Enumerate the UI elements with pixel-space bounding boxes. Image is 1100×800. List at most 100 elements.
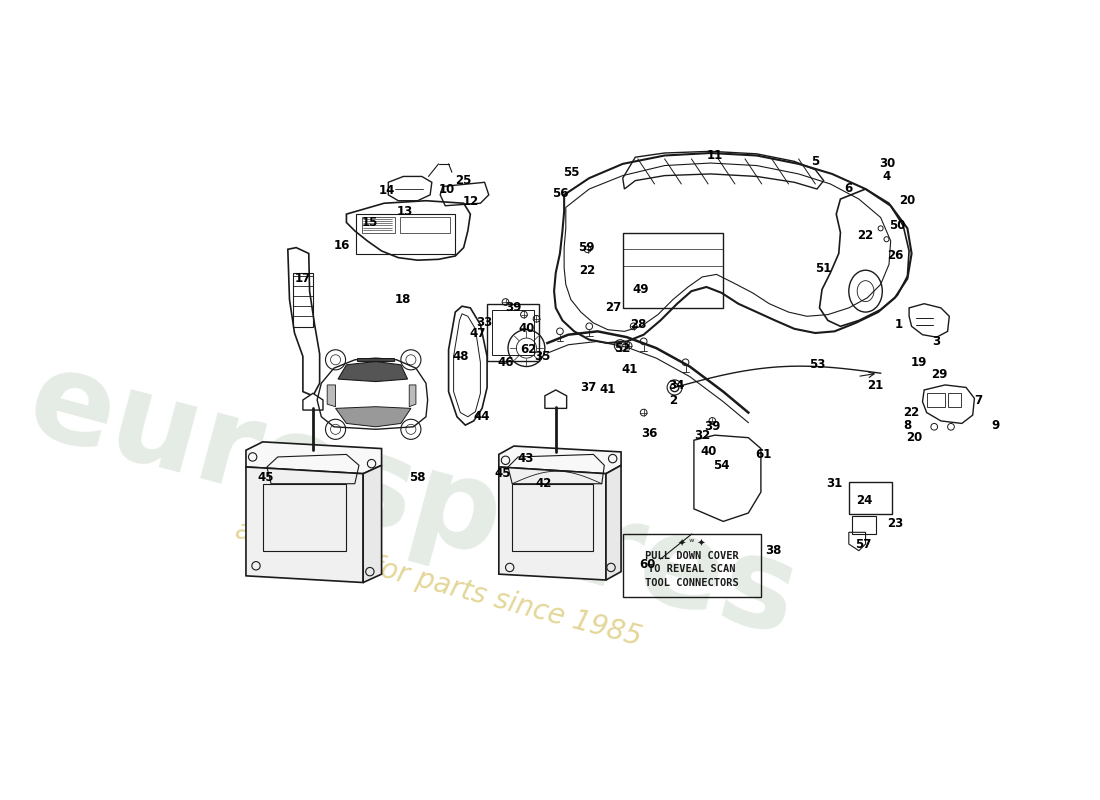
- Text: 35: 35: [535, 350, 550, 363]
- Text: 54: 54: [713, 459, 729, 472]
- Polygon shape: [409, 385, 416, 406]
- Text: 59: 59: [579, 241, 595, 254]
- Text: 40: 40: [700, 446, 716, 458]
- Text: TOOL CONNECTORS: TOOL CONNECTORS: [645, 578, 739, 587]
- Text: 31: 31: [826, 478, 843, 490]
- Text: 24: 24: [856, 494, 872, 507]
- Text: 23: 23: [887, 518, 903, 530]
- Bar: [400, 218, 450, 233]
- Text: 48: 48: [452, 350, 469, 363]
- Text: 5: 5: [811, 155, 819, 168]
- Text: 26: 26: [888, 250, 904, 262]
- Polygon shape: [363, 466, 382, 582]
- Text: 4: 4: [882, 170, 891, 183]
- Text: 46: 46: [497, 356, 514, 369]
- Bar: [358, 358, 394, 362]
- Polygon shape: [606, 466, 621, 580]
- Polygon shape: [327, 385, 336, 406]
- Text: 50: 50: [889, 219, 905, 232]
- Text: 21: 21: [868, 379, 883, 392]
- Polygon shape: [498, 467, 606, 580]
- Text: 9: 9: [991, 418, 1000, 432]
- Text: 60: 60: [640, 558, 656, 571]
- Text: 45: 45: [257, 470, 274, 483]
- Text: 27: 27: [605, 302, 621, 314]
- Text: 14: 14: [378, 184, 395, 197]
- Text: 51: 51: [815, 262, 830, 275]
- Text: 29: 29: [931, 368, 947, 382]
- Text: 10: 10: [439, 182, 455, 195]
- Bar: [623, 534, 761, 597]
- Bar: [492, 310, 534, 354]
- Text: 2: 2: [669, 394, 676, 406]
- Text: 39: 39: [505, 302, 521, 314]
- Text: 40: 40: [518, 322, 535, 335]
- Polygon shape: [544, 390, 566, 408]
- Text: 45: 45: [495, 467, 512, 480]
- Polygon shape: [338, 362, 408, 382]
- Text: a passion for parts since 1985: a passion for parts since 1985: [232, 516, 645, 652]
- Bar: [263, 484, 346, 550]
- Text: 28: 28: [630, 318, 647, 331]
- Text: 15: 15: [362, 216, 378, 229]
- Text: 41: 41: [621, 362, 638, 375]
- Polygon shape: [498, 446, 622, 474]
- Text: 34: 34: [668, 379, 684, 392]
- Polygon shape: [302, 394, 323, 410]
- Text: 7: 7: [975, 394, 982, 406]
- Text: ✦ ʷ ✦: ✦ ʷ ✦: [678, 539, 705, 549]
- Text: 20: 20: [906, 431, 922, 444]
- Bar: [513, 484, 593, 550]
- Text: 36: 36: [641, 427, 658, 440]
- Bar: [487, 304, 539, 361]
- Text: 8: 8: [903, 418, 912, 432]
- Text: 12: 12: [462, 195, 478, 208]
- Text: 22: 22: [580, 264, 596, 277]
- Text: 62: 62: [520, 343, 537, 356]
- Text: 30: 30: [879, 158, 895, 170]
- Text: 19: 19: [911, 356, 927, 369]
- Text: 44: 44: [473, 410, 490, 423]
- Text: 33: 33: [476, 317, 493, 330]
- Text: 61: 61: [756, 448, 771, 461]
- Bar: [852, 515, 876, 534]
- Bar: [356, 214, 455, 254]
- Bar: [849, 482, 892, 514]
- Text: 22: 22: [857, 229, 873, 242]
- Text: 39: 39: [704, 420, 720, 434]
- Text: 41: 41: [600, 383, 616, 397]
- Text: 37: 37: [581, 381, 596, 394]
- Polygon shape: [336, 406, 411, 426]
- Text: 42: 42: [536, 478, 552, 490]
- Text: 55: 55: [562, 166, 579, 178]
- Text: eurospares: eurospares: [16, 340, 811, 661]
- Text: 57: 57: [855, 538, 871, 551]
- Text: 38: 38: [766, 544, 782, 558]
- Text: 43: 43: [517, 452, 534, 465]
- Text: 49: 49: [632, 283, 649, 296]
- Polygon shape: [246, 467, 363, 582]
- Text: 25: 25: [455, 174, 472, 187]
- Text: 32: 32: [694, 429, 711, 442]
- Polygon shape: [246, 442, 382, 474]
- Text: 6: 6: [845, 182, 853, 194]
- Text: 58: 58: [409, 470, 426, 483]
- Bar: [362, 218, 395, 233]
- Text: PULL DOWN COVER: PULL DOWN COVER: [645, 550, 739, 561]
- Text: 53: 53: [808, 358, 825, 371]
- Text: 18: 18: [395, 293, 411, 306]
- Text: 16: 16: [334, 238, 351, 251]
- Text: 13: 13: [397, 205, 414, 218]
- Bar: [623, 233, 723, 308]
- Text: 11: 11: [706, 149, 723, 162]
- Bar: [293, 273, 312, 327]
- Text: 56: 56: [552, 186, 569, 200]
- Text: 17: 17: [295, 272, 311, 285]
- Text: TO REVEAL SCAN: TO REVEAL SCAN: [648, 564, 736, 574]
- Text: 22: 22: [903, 406, 918, 419]
- Text: 3: 3: [933, 335, 940, 348]
- Text: 52: 52: [615, 342, 631, 354]
- Bar: [947, 394, 961, 406]
- Text: 20: 20: [900, 194, 915, 207]
- Text: 47: 47: [470, 326, 486, 339]
